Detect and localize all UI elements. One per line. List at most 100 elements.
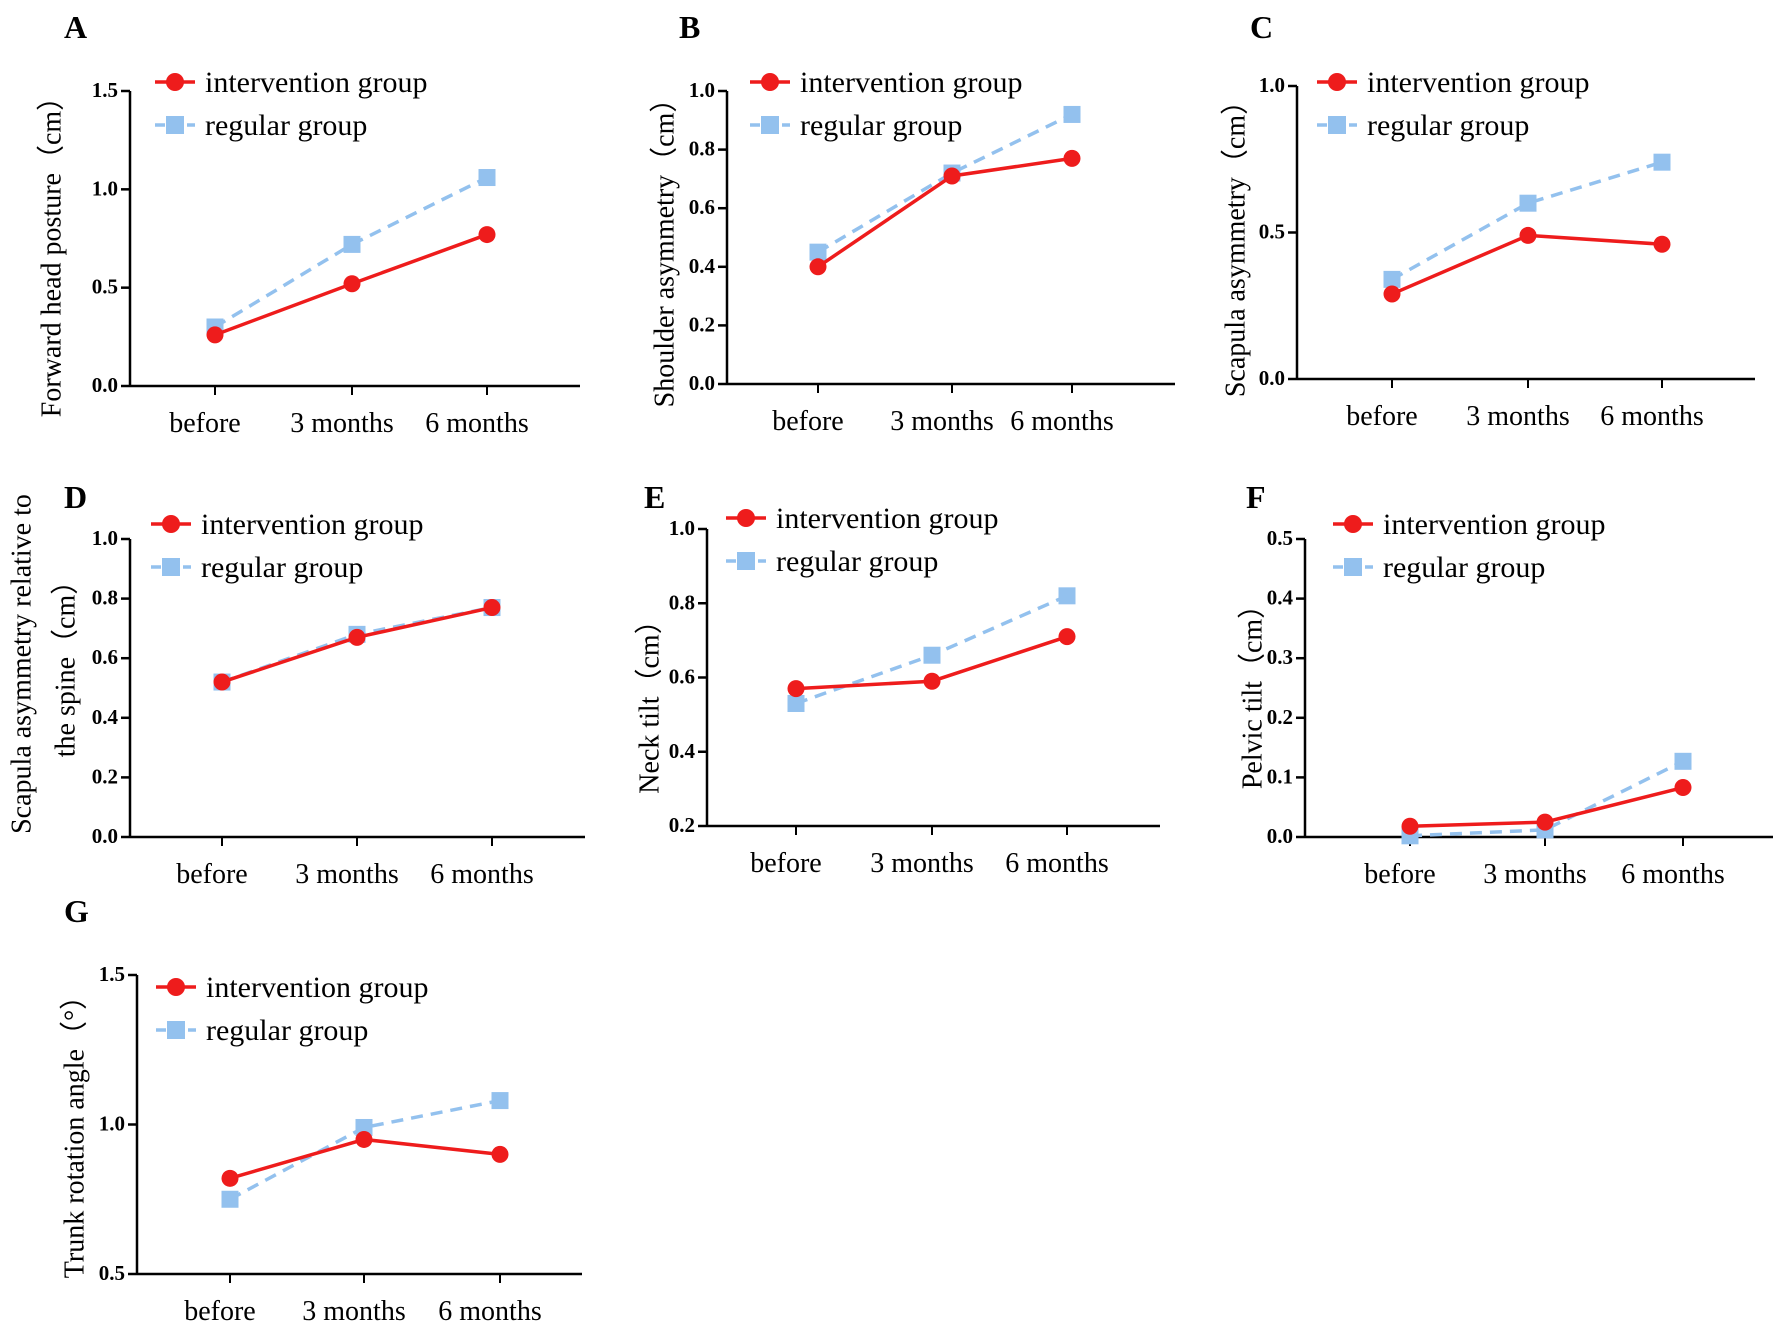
regular-data-point — [809, 243, 827, 261]
chart-legend: intervention group regular group — [155, 66, 427, 142]
intervention-data-point — [1536, 813, 1554, 831]
chart-legend: intervention group regular group — [156, 971, 428, 1047]
intervention-data-point — [809, 258, 827, 276]
panel-letter: B — [679, 9, 700, 45]
legend-regular-marker — [166, 116, 184, 134]
y-tick-label: 1.0 — [669, 516, 695, 540]
legend-regular-marker — [1328, 116, 1346, 134]
y-tick-label: 1.0 — [1259, 73, 1285, 97]
y-tick-label: 0.6 — [689, 195, 715, 219]
legend-regular-marker — [1344, 558, 1362, 576]
legend-intervention-marker — [166, 73, 184, 91]
x-tick-label: before — [176, 859, 248, 890]
chart-panel-G: G 0.5 1.0 1.5 before 3 months 6 months Trunk ro… — [59, 893, 582, 1324]
legend-regular-label: regular group — [1383, 551, 1545, 584]
x-tick-label: 6 months — [1600, 401, 1703, 432]
legend-intervention-marker — [761, 73, 779, 91]
y-tick-label: 0.8 — [669, 590, 695, 614]
y-tick-label: 0.3 — [1267, 645, 1293, 669]
x-tick-label: 6 months — [425, 408, 528, 439]
legend-regular-label: regular group — [800, 109, 962, 142]
intervention-data-point — [1653, 235, 1671, 253]
chart-panel-E: E 0.2 0.4 0.6 0.8 1.0 before 3 months 6 months Ne… — [634, 479, 1160, 879]
y-tick-label: 0.0 — [1267, 824, 1293, 848]
chart-panel-B: B 0.0 0.2 0.4 0.6 0.8 1.0 before 3 months 6 month… — [649, 9, 1175, 437]
regular-series-line — [214, 175, 488, 329]
panel-letter: F — [1246, 479, 1266, 515]
y-axis-title: Forward head posture（cm） — [36, 83, 68, 417]
regular-data-point — [355, 1118, 373, 1136]
y-tick-label: 0.4 — [92, 705, 119, 729]
y-axis-title: Scapula asymmetry relative to — [7, 494, 38, 834]
y-tick-label: 0.2 — [1267, 705, 1293, 729]
regular-data-point — [1519, 194, 1537, 212]
y-tick-label: 0.8 — [689, 137, 715, 161]
y-tick-label: 0.2 — [92, 764, 118, 788]
regular-data-point — [1653, 153, 1671, 171]
y-tick-label: 1.5 — [92, 78, 118, 102]
intervention-data-point — [483, 599, 501, 617]
y-tick-label: 1.5 — [99, 962, 125, 986]
legend-regular-marker — [167, 1021, 185, 1039]
intervention-data-point — [348, 628, 366, 646]
y-axis-title: Neck tilt（cm） — [634, 606, 666, 793]
y-tick-label: 0.6 — [669, 665, 695, 689]
y-tick-label: 1.0 — [92, 526, 118, 550]
x-tick-label: 3 months — [290, 408, 393, 439]
legend-regular-marker — [761, 116, 779, 134]
panel-letter: D — [64, 479, 87, 515]
intervention-data-point — [213, 673, 231, 691]
x-tick-label: before — [169, 408, 241, 439]
x-tick-label: before — [772, 406, 844, 437]
regular-data-point — [491, 1092, 509, 1110]
x-tick-label: 3 months — [890, 406, 993, 437]
legend-intervention-label: intervention group — [206, 971, 428, 1004]
x-tick-label: 6 months — [1621, 859, 1724, 890]
chart-legend: intervention group regular group — [151, 508, 423, 584]
legend-regular-label: regular group — [1367, 109, 1529, 142]
y-axis-title: Shoulder asymmetry（cm） — [649, 85, 681, 408]
x-tick-label: 3 months — [870, 848, 973, 879]
panel-letter: C — [1250, 9, 1273, 45]
x-tick-label: 6 months — [438, 1296, 541, 1324]
intervention-data-point — [787, 680, 805, 698]
x-tick-label: 6 months — [1005, 848, 1108, 879]
intervention-data-point — [478, 226, 496, 244]
y-tick-label: 0.4 — [1267, 586, 1294, 610]
regular-series-line — [229, 1098, 501, 1201]
x-tick-label: 6 months — [1010, 406, 1113, 437]
legend-regular-label: regular group — [776, 545, 938, 578]
legend-intervention-marker — [1328, 73, 1346, 91]
chart-panel-A: A 0.0 0.5 1.0 1.5 before 3 months 6 months Forwa… — [36, 9, 580, 439]
y-tick-label: 0.0 — [1259, 366, 1285, 390]
legend-intervention-label: intervention group — [1383, 508, 1605, 541]
x-tick-label: before — [184, 1296, 256, 1324]
y-tick-label: 0.5 — [1267, 526, 1293, 550]
y-tick-label: 0.5 — [99, 1261, 125, 1285]
regular-series-line — [1391, 160, 1663, 281]
x-tick-label: 6 months — [430, 859, 533, 890]
legend-intervention-marker — [737, 509, 755, 527]
intervention-data-point — [1383, 285, 1401, 303]
regular-data-point — [1058, 587, 1076, 605]
regular-data-point — [1674, 752, 1692, 770]
y-tick-label: 1.0 — [92, 176, 118, 200]
intervention-data-point — [1519, 226, 1537, 244]
x-tick-label: 3 months — [1483, 859, 1586, 890]
y-tick-label: 0.6 — [92, 645, 118, 669]
legend-regular-marker — [162, 558, 180, 576]
regular-data-point — [787, 694, 805, 712]
x-tick-label: before — [750, 848, 822, 879]
intervention-data-point — [491, 1145, 509, 1163]
intervention-data-point — [355, 1130, 373, 1148]
x-tick-label: 3 months — [302, 1296, 405, 1324]
x-tick-label: before — [1364, 859, 1436, 890]
chart-legend: intervention group regular group — [1317, 66, 1589, 142]
y-tick-label: 0.0 — [689, 371, 715, 395]
chart-legend: intervention group regular group — [1333, 508, 1605, 584]
legend-regular-label: regular group — [205, 109, 367, 142]
legend-regular-label: regular group — [206, 1014, 368, 1047]
y-tick-label: 0.5 — [92, 275, 118, 299]
chart-panel-F: F 0.0 0.1 0.2 0.3 0.4 0.5 before 3 months 6 month… — [1237, 479, 1773, 890]
regular-data-point — [221, 1190, 239, 1208]
